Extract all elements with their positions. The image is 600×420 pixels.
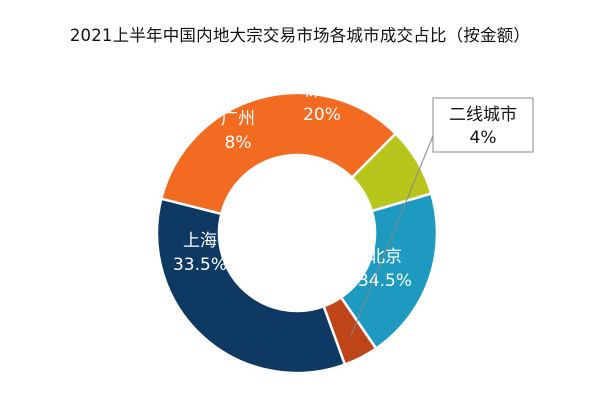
donut-slice-5: [350, 131, 433, 213]
slice-category-label: 广州: [221, 109, 255, 129]
donut-slice-3: [155, 197, 347, 375]
callout-category-label: 二线城市: [449, 105, 517, 125]
donut-slice-4: [159, 91, 398, 216]
label-guangzhou: 广州 8%: [221, 109, 255, 153]
callout-box: [432, 97, 534, 153]
slice-value-label: 20%: [303, 105, 341, 125]
label-shenzhen: 深圳 20%: [303, 81, 341, 125]
slice-value-label: 34.5%: [358, 271, 412, 291]
slice-category-label: 深圳: [305, 81, 339, 101]
callout-value-label: 4%: [470, 128, 497, 148]
slice-value-label: 8%: [225, 133, 252, 153]
slice-category-label: 北京: [368, 247, 402, 267]
callout-leader-line: [350, 135, 434, 338]
slice-category-label: 上海: [183, 231, 217, 251]
label-shanghai: 上海 33.5%: [173, 231, 227, 275]
slice-value-label: 33.5%: [173, 255, 227, 275]
chart-title: 2021上半年中国内地大宗交易市场各城市成交占比（按金额）: [69, 26, 531, 45]
